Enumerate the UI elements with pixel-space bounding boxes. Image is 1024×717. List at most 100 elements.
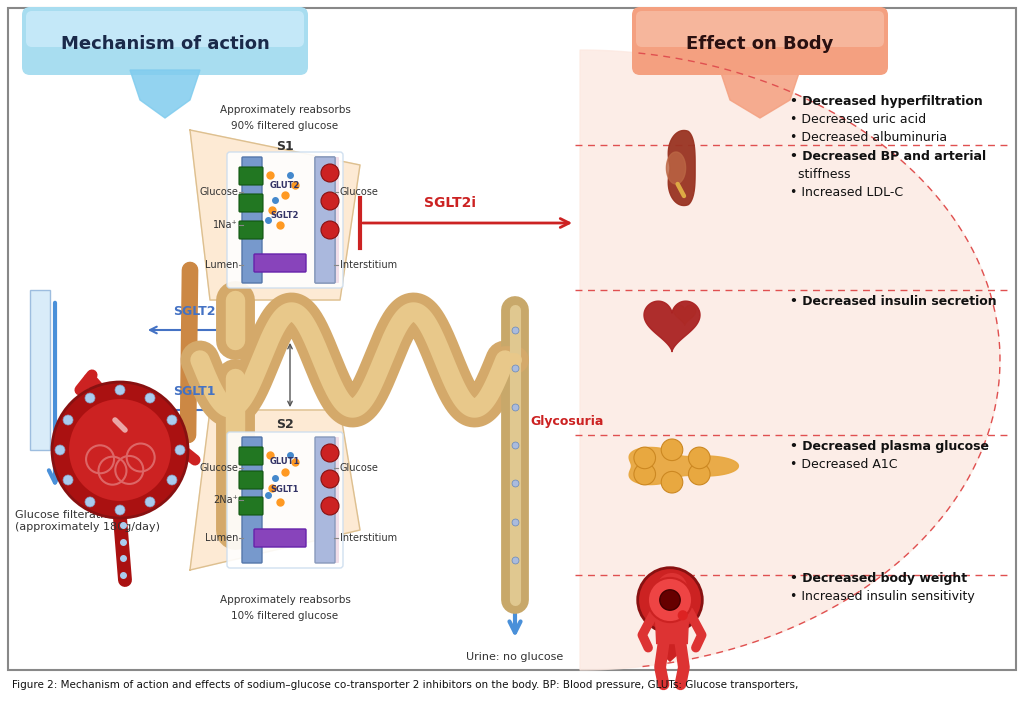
Text: Approximately reabsorbs: Approximately reabsorbs: [219, 105, 350, 115]
Polygon shape: [130, 70, 200, 118]
FancyBboxPatch shape: [26, 11, 304, 47]
FancyBboxPatch shape: [242, 157, 262, 283]
Polygon shape: [655, 605, 689, 643]
Text: Figure 2: Mechanism of action and effects of sodium–glucose co-transporter 2 inh: Figure 2: Mechanism of action and effect…: [12, 680, 799, 690]
FancyBboxPatch shape: [315, 437, 339, 563]
Circle shape: [648, 578, 692, 622]
Circle shape: [678, 610, 688, 620]
Text: 90% filtered glucose: 90% filtered glucose: [231, 121, 339, 131]
Text: GLUT2: GLUT2: [269, 181, 300, 189]
Circle shape: [68, 398, 172, 502]
FancyBboxPatch shape: [315, 157, 335, 283]
Text: SGLT1: SGLT1: [173, 385, 215, 398]
Circle shape: [321, 221, 339, 239]
FancyBboxPatch shape: [632, 7, 888, 75]
Text: Approximately reabsorbs: Approximately reabsorbs: [219, 595, 350, 605]
FancyBboxPatch shape: [636, 11, 884, 47]
Circle shape: [85, 497, 95, 507]
FancyBboxPatch shape: [254, 529, 306, 547]
Text: Glucose: Glucose: [340, 187, 379, 197]
Polygon shape: [580, 50, 1000, 670]
Text: SGLT2: SGLT2: [173, 305, 215, 318]
Text: stiffness: stiffness: [790, 168, 851, 181]
Circle shape: [167, 415, 177, 425]
Polygon shape: [720, 70, 800, 118]
Circle shape: [321, 192, 339, 210]
Circle shape: [175, 445, 185, 455]
Text: SGLT2i: SGLT2i: [424, 196, 476, 210]
Circle shape: [656, 573, 687, 604]
Circle shape: [63, 475, 73, 485]
Circle shape: [659, 590, 680, 610]
Circle shape: [115, 385, 125, 395]
Polygon shape: [674, 305, 696, 326]
Text: Glucose: Glucose: [199, 463, 238, 473]
FancyBboxPatch shape: [22, 7, 308, 75]
Text: • Decreased insulin secretion: • Decreased insulin secretion: [790, 295, 996, 308]
Text: Mechanism of action: Mechanism of action: [60, 35, 269, 53]
Text: 10% filtered glucose: 10% filtered glucose: [231, 611, 339, 621]
Polygon shape: [629, 447, 738, 485]
FancyBboxPatch shape: [227, 152, 343, 288]
Circle shape: [115, 505, 125, 515]
FancyBboxPatch shape: [8, 8, 1016, 670]
FancyBboxPatch shape: [227, 432, 343, 568]
Text: S2: S2: [276, 419, 294, 432]
FancyBboxPatch shape: [242, 437, 262, 563]
Polygon shape: [190, 130, 360, 300]
Circle shape: [145, 393, 155, 403]
Circle shape: [63, 415, 73, 425]
Text: • Decreased albuminuria: • Decreased albuminuria: [790, 131, 947, 144]
FancyBboxPatch shape: [315, 437, 335, 563]
Circle shape: [688, 463, 710, 485]
Text: Urine: no glucose: Urine: no glucose: [466, 652, 563, 662]
FancyBboxPatch shape: [239, 194, 263, 212]
Text: GLUT1: GLUT1: [269, 457, 300, 467]
Text: • Increased insulin sensitivity: • Increased insulin sensitivity: [790, 590, 975, 603]
Circle shape: [688, 447, 710, 469]
Polygon shape: [669, 130, 695, 206]
Polygon shape: [190, 410, 360, 570]
Text: 2Na⁺: 2Na⁺: [213, 495, 238, 505]
Text: S1: S1: [276, 141, 294, 153]
Text: Glycosuria: Glycosuria: [530, 415, 603, 429]
Text: • Decreased A1C: • Decreased A1C: [790, 458, 897, 471]
FancyBboxPatch shape: [254, 254, 306, 272]
Circle shape: [662, 471, 683, 493]
Circle shape: [634, 463, 655, 485]
FancyBboxPatch shape: [239, 497, 263, 515]
Polygon shape: [667, 152, 686, 184]
FancyArrow shape: [660, 632, 679, 662]
FancyBboxPatch shape: [239, 167, 263, 185]
Text: SGLT1: SGLT1: [270, 485, 299, 495]
Text: Interstitium: Interstitium: [340, 533, 397, 543]
Circle shape: [85, 393, 95, 403]
Circle shape: [321, 470, 339, 488]
Circle shape: [167, 475, 177, 485]
Text: Lumen: Lumen: [205, 533, 238, 543]
FancyBboxPatch shape: [239, 471, 263, 489]
Text: SGLT2: SGLT2: [270, 211, 299, 219]
Text: Effect on Body: Effect on Body: [686, 35, 834, 53]
FancyBboxPatch shape: [239, 447, 263, 465]
Text: • Decreased body weight: • Decreased body weight: [790, 572, 967, 585]
Circle shape: [321, 497, 339, 515]
Text: Interstitium: Interstitium: [340, 260, 397, 270]
Circle shape: [145, 497, 155, 507]
FancyBboxPatch shape: [30, 290, 50, 450]
Polygon shape: [644, 301, 700, 352]
Text: Glucose: Glucose: [340, 463, 379, 473]
Text: Glucose: Glucose: [199, 187, 238, 197]
Circle shape: [321, 444, 339, 462]
FancyBboxPatch shape: [315, 157, 339, 283]
Text: • Decreased BP and arterial: • Decreased BP and arterial: [790, 150, 986, 163]
Circle shape: [662, 439, 683, 460]
Text: • Decreased hyperfiltration: • Decreased hyperfiltration: [790, 95, 983, 108]
Circle shape: [638, 568, 702, 632]
Circle shape: [634, 447, 655, 469]
Text: • Decreased uric acid: • Decreased uric acid: [790, 113, 926, 126]
FancyBboxPatch shape: [239, 221, 263, 239]
Circle shape: [52, 382, 188, 518]
Text: Glucose filteration
(approximately 180g/day): Glucose filteration (approximately 180g/…: [15, 510, 160, 531]
Text: • Decreased plasma glucose: • Decreased plasma glucose: [790, 440, 989, 453]
